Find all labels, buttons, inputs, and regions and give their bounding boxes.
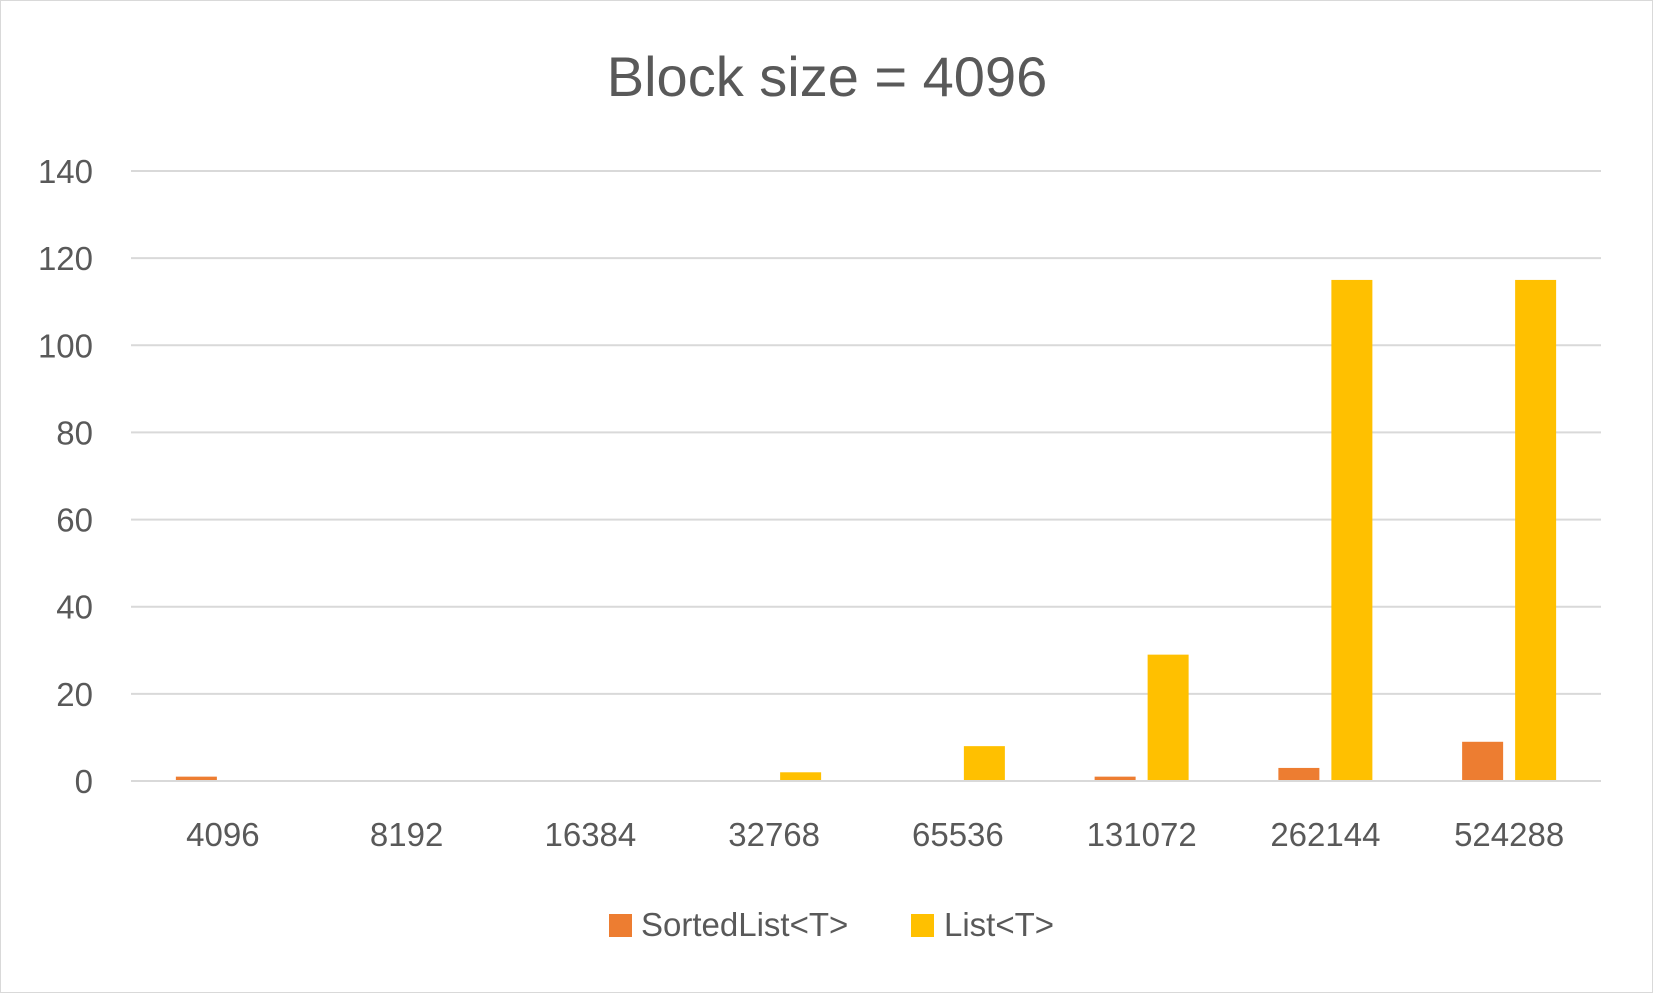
legend-label: List<T> [944, 906, 1054, 943]
y-tick-label: 40 [56, 589, 93, 626]
legend-swatch [609, 914, 632, 937]
legend-label: SortedList<T> [641, 906, 848, 943]
x-axis-tick-labels: 4096 8192 16384 32768 65536 131072 262144 52428… [186, 816, 1564, 853]
bar-sortedlist-4096 [175, 776, 217, 781]
bar-list-262144 [1331, 279, 1373, 781]
bars [175, 279, 1557, 781]
x-tick-label: 262144 [1270, 816, 1380, 853]
y-tick-label: 80 [56, 414, 93, 451]
bar-sortedlist-131072 [1094, 776, 1136, 781]
legend: SortedList<T> List<T> [609, 906, 1054, 943]
x-tick-label: 16384 [544, 816, 636, 853]
bar-list-524288 [1515, 279, 1557, 781]
y-tick-label: 120 [38, 240, 93, 277]
y-axis-tick-labels: 0 20 40 60 80 100 120 140 [38, 153, 93, 800]
x-tick-label: 32768 [728, 816, 820, 853]
gridlines [131, 170, 1601, 695]
x-tick-label: 65536 [912, 816, 1004, 853]
bar-list-65536 [963, 746, 1005, 781]
y-tick-label: 100 [38, 327, 93, 364]
bar-list-32768 [780, 772, 822, 781]
y-tick-label: 20 [56, 676, 93, 713]
x-tick-label: 4096 [186, 816, 259, 853]
legend-swatch [911, 914, 934, 937]
bar-sortedlist-262144 [1278, 767, 1320, 781]
y-tick-label: 140 [38, 153, 93, 190]
x-tick-label: 524288 [1454, 816, 1564, 853]
chart-title: Block size = 4096 [607, 45, 1047, 108]
y-tick-label: 60 [56, 502, 93, 539]
bar-list-131072 [1147, 654, 1189, 781]
bar-sortedlist-524288 [1462, 741, 1504, 781]
x-tick-label: 8192 [370, 816, 443, 853]
x-tick-label: 131072 [1087, 816, 1197, 853]
y-tick-label: 0 [75, 763, 93, 800]
